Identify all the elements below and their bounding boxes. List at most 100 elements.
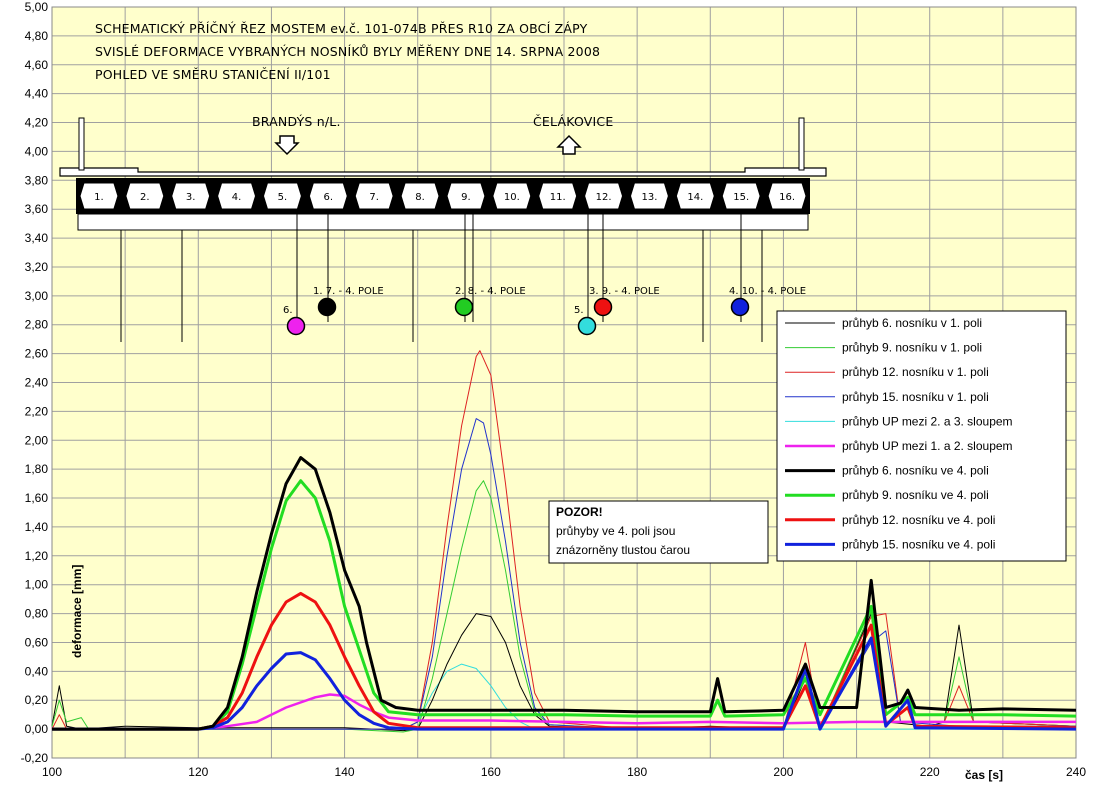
y-tick-label: 4,60 xyxy=(25,58,49,72)
beam-cell xyxy=(125,182,165,210)
x-tick-label: 200 xyxy=(773,765,793,779)
direction-label-brandys: BRANDÝS n/L. xyxy=(252,114,341,129)
sensor-marker-label: 3. 9. - 4. POLE xyxy=(589,286,660,297)
direction-label-celakovice: ČELÁKOVICE xyxy=(533,114,613,129)
beam-label: 15. xyxy=(733,192,749,203)
y-tick-label: 2,20 xyxy=(25,404,49,418)
legend-label: průhyb 6. nosníku ve 4. poli xyxy=(842,464,989,478)
y-tick-label: 1,40 xyxy=(25,520,49,534)
lower-slab xyxy=(77,213,809,231)
beam-cell xyxy=(721,182,761,210)
railing-post-right xyxy=(798,117,805,171)
beam-cell xyxy=(767,182,807,210)
y-tick-label: 3,80 xyxy=(25,173,49,187)
beam-cell xyxy=(538,182,578,210)
beam-label: 16. xyxy=(779,192,795,203)
x-tick-label: 100 xyxy=(42,765,62,779)
note-line-1: průhyby ve 4. poli jsou xyxy=(556,524,675,538)
sensor-marker xyxy=(286,316,306,336)
y-tick-label: 1,60 xyxy=(25,491,49,505)
beam-label: 10. xyxy=(504,192,520,203)
y-tick-label: 1,80 xyxy=(25,462,49,476)
plot-border xyxy=(51,6,1077,759)
legend-label: průhyb 6. nosníku v 1. poli xyxy=(842,316,982,330)
beam-label: 14. xyxy=(687,192,703,203)
y-tick-label: 5,00 xyxy=(25,0,49,14)
series-line xyxy=(52,456,1077,731)
y-tick-label: 4,00 xyxy=(25,144,49,158)
beam-label: 8. xyxy=(415,192,425,203)
sensor-marker-label: 1. 7. - 4. POLE xyxy=(313,286,384,297)
legend-label: průhyb 12. nosníku v 1. poli xyxy=(842,365,989,379)
y-tick-label: 2,00 xyxy=(25,433,49,447)
beam-cell xyxy=(262,182,302,210)
sensor-marker-label: 5. xyxy=(574,305,584,316)
x-axis-label: čas [s] xyxy=(965,768,1003,782)
y-tick-label: 1,00 xyxy=(25,578,49,592)
beam-cell xyxy=(492,182,532,210)
y-tick-label: 3,00 xyxy=(25,289,49,303)
y-tick-label: 3,60 xyxy=(25,202,49,216)
sensor-marker-label: 2. 8. - 4. POLE xyxy=(455,286,526,297)
beam-label: 5. xyxy=(278,192,288,203)
beam-label: 9. xyxy=(461,192,471,203)
y-tick-label: 3,40 xyxy=(25,231,49,245)
y-tick-label: 0,00 xyxy=(25,722,49,736)
x-tick-label: 160 xyxy=(481,765,501,779)
series-line xyxy=(52,636,1077,731)
series-line xyxy=(52,693,1076,731)
bridge-schematic: 1. 2. 3. 4. 5. 6. 7. 8. 9. 10. 11. 12. 13. 14. 15. 16. xyxy=(59,117,827,342)
beam-label: 6. xyxy=(324,192,334,203)
beam-label: 4. xyxy=(232,192,242,203)
series-line xyxy=(52,479,1077,731)
sensor-marker xyxy=(454,297,474,317)
legend-label: průhyb 9. nosníku v 1. poli xyxy=(842,341,982,355)
note-heading: POZOR! xyxy=(556,505,603,519)
y-axis-label: deformace [mm] xyxy=(70,565,84,658)
beam-cell xyxy=(584,182,624,210)
y-tick-label: 0,20 xyxy=(25,693,49,707)
x-tick-label: 120 xyxy=(188,765,208,779)
y-tick-label: 2,80 xyxy=(25,318,49,332)
legend-label: průhyb 15. nosníku ve 4. poli xyxy=(842,537,995,551)
railing-post-left xyxy=(78,117,85,171)
beam-label: 7. xyxy=(369,192,379,203)
x-tick-label: 240 xyxy=(1066,765,1086,779)
title-line-3: POHLED VE SMĚRU STANIČENÍ II/101 xyxy=(95,67,331,82)
y-tick-label: 4,20 xyxy=(25,116,49,130)
beam-cell xyxy=(629,182,669,210)
beam-label: 3. xyxy=(186,192,196,203)
axis-ticks: -0,20 0,00 0,20 0,40 0,60 0,80 1,00 1,20 1,40 1,6… xyxy=(21,0,1087,779)
y-tick-label: 4,40 xyxy=(25,87,49,101)
y-tick-label: 2,40 xyxy=(25,376,49,390)
y-tick-label: 0,40 xyxy=(25,664,49,678)
beam-label: 1. xyxy=(94,192,104,203)
series-line xyxy=(52,591,1077,731)
beam-cell xyxy=(79,182,119,210)
deck-slab xyxy=(59,167,827,177)
markers-group: 6. 1. 7. - 4. POLE 2. 8. - 4. POLE 5. 3. 9. … xyxy=(283,286,806,336)
y-tick-label: 3,20 xyxy=(25,260,49,274)
sensor-marker-label: 6. xyxy=(283,305,293,316)
legend-label: průhyb 12. nosníku ve 4. poli xyxy=(842,513,995,527)
beam-cell xyxy=(171,182,211,210)
y-tick-label: 1,20 xyxy=(25,549,49,563)
beam-label: 11. xyxy=(550,192,566,203)
legend: průhyb 6. nosníku v 1. poli průhyb 9. nos… xyxy=(776,310,1067,562)
beam-label: 2. xyxy=(140,192,150,203)
y-tick-label: 0,60 xyxy=(25,635,49,649)
note-line-2: znázorněny tlustou čarou xyxy=(556,543,690,557)
sensor-marker xyxy=(593,297,613,317)
y-tick-label: 4,80 xyxy=(25,29,49,43)
legend-label: průhyb UP mezi 2. a 3. sloupem xyxy=(842,414,1013,428)
series-group xyxy=(51,350,1077,733)
arrow-up-icon xyxy=(556,134,582,155)
beam-cell xyxy=(446,182,486,210)
y-tick-label: -0,20 xyxy=(21,751,49,765)
y-tick-label: 2,60 xyxy=(25,347,49,361)
sensor-marker xyxy=(577,316,597,336)
legend-label: průhyb 9. nosníku ve 4. poli xyxy=(842,488,989,502)
x-tick-label: 180 xyxy=(627,765,647,779)
sensor-marker-label: 4. 10. - 4. POLE xyxy=(729,286,806,297)
